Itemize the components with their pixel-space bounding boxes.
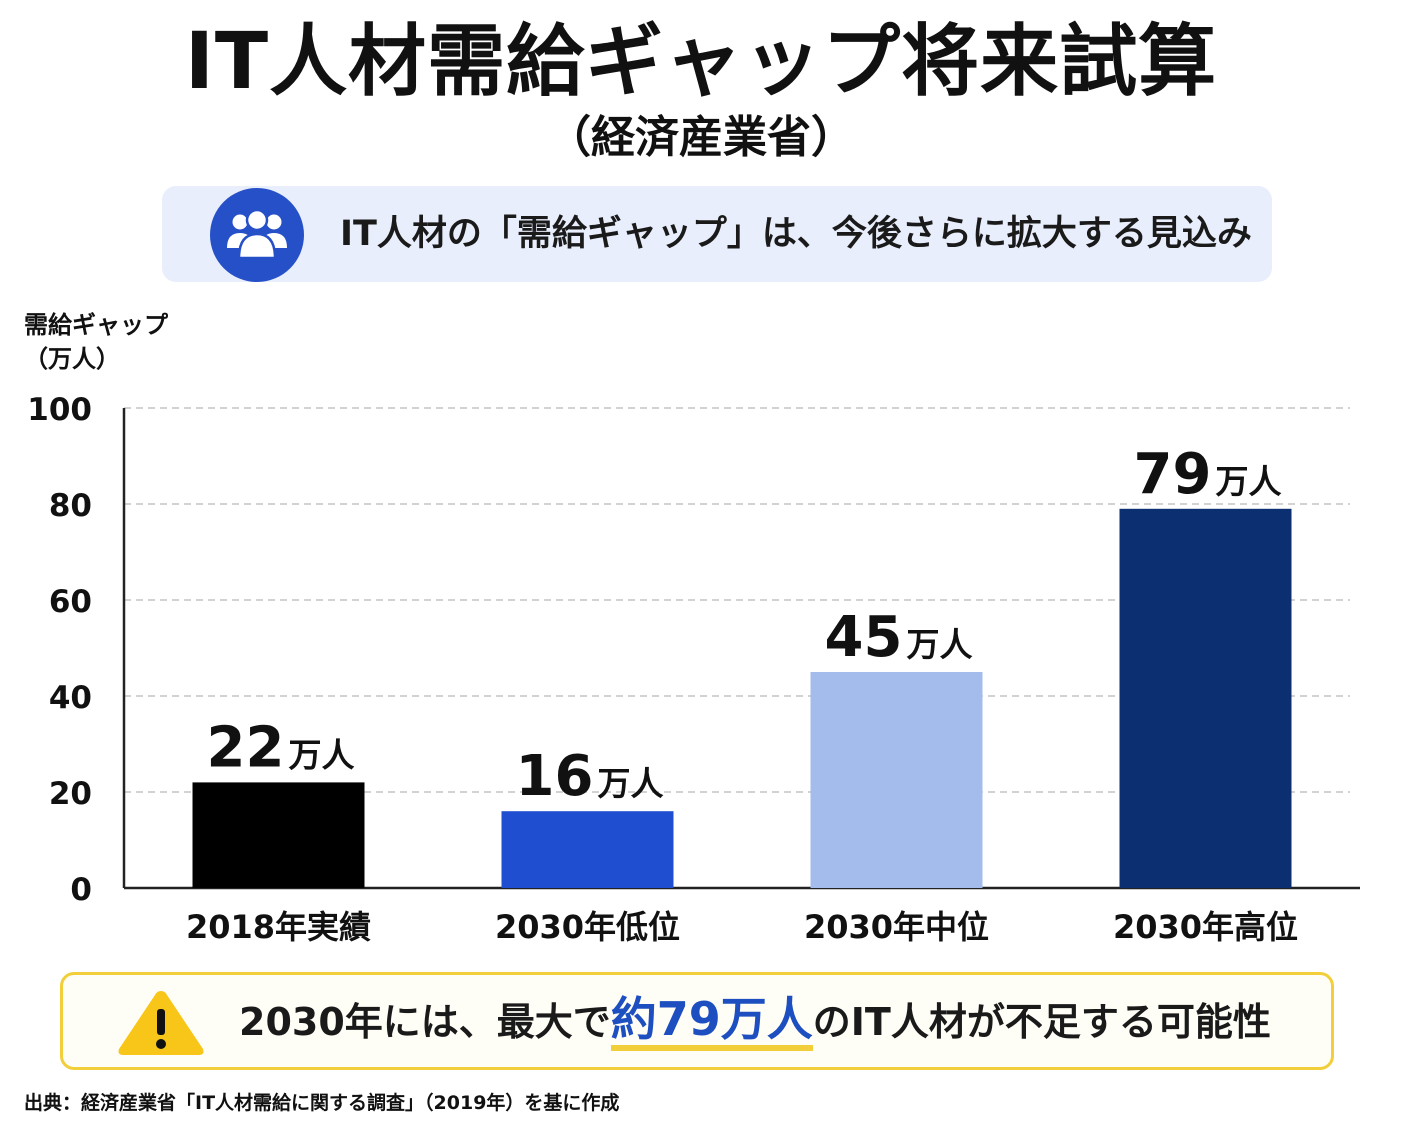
bar — [501, 811, 674, 888]
users-icon — [210, 188, 304, 282]
bar — [1119, 508, 1292, 888]
data-label-unit: 万人 — [597, 764, 663, 803]
page-subtitle: （経済産業省） — [547, 112, 855, 163]
bar — [810, 672, 983, 888]
bar — [192, 782, 365, 888]
y-tick-label: 100 — [27, 392, 92, 428]
y-tick-label: 60 — [49, 584, 92, 620]
notice-text-before: 2030年には、最大で — [239, 1000, 611, 1044]
y-tick-label: 80 — [49, 488, 92, 524]
notice-box: 2030年には、最大で約79万人のIT人材が不足する可能性 — [60, 972, 1334, 1070]
data-label-value: 22 — [207, 715, 285, 780]
page-title: IT人材需給ギャップ将来試算 — [184, 17, 1218, 107]
data-label: 45 万人 — [825, 605, 973, 670]
y-axis-label-line2: （万人） — [24, 345, 120, 373]
data-label-value: 45 — [825, 605, 903, 670]
data-label-value: 79 — [1134, 442, 1212, 507]
data-label-unit: 万人 — [288, 735, 354, 774]
x-tick-label: 2018年実績 — [186, 908, 371, 946]
x-tick-label: 2030年中位 — [804, 908, 989, 946]
y-tick-label: 20 — [49, 776, 92, 812]
data-label-unit: 万人 — [1215, 462, 1281, 501]
data-label: 79 万人 — [1134, 442, 1282, 507]
y-axis-label: 需給ギャップ （万人） — [24, 308, 168, 376]
data-label: 16 万人 — [516, 744, 664, 809]
x-tick-label: 2030年高位 — [1113, 908, 1298, 946]
data-label: 22 万人 — [207, 715, 355, 780]
data-label-value: 16 — [516, 744, 594, 809]
y-tick-label: 40 — [49, 680, 92, 716]
y-tick-label: 0 — [70, 872, 92, 908]
notice-text-after: のIT人材が不足する可能性 — [812, 1000, 1271, 1044]
data-label-unit: 万人 — [906, 625, 972, 664]
x-tick-label: 2030年低位 — [495, 908, 680, 946]
banner-text: IT人材の「需給ギャップ」は、今後さらに拡大する見込み — [340, 214, 1252, 254]
source-note: 出典：経済産業省「IT人材需給に関する調査」（2019年）を基に作成 — [24, 1092, 620, 1114]
summary-banner: IT人材の「需給ギャップ」は、今後さらに拡大する見込み — [162, 186, 1272, 282]
y-axis-label-line1: 需給ギャップ — [24, 311, 168, 339]
notice-highlight: 約79万人 — [610, 993, 813, 1051]
warning-icon — [118, 991, 204, 1055]
notice-text: 2030年には、最大で約79万人のIT人材が不足する可能性 — [239, 993, 1271, 1051]
